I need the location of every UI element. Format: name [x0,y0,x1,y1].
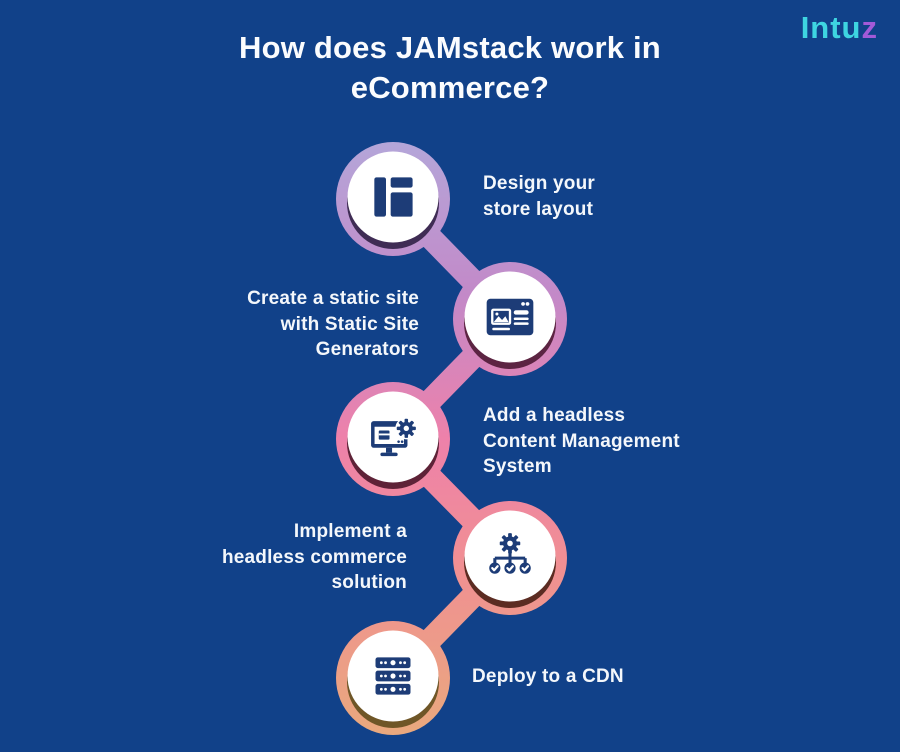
headless-cms-icon [365,409,421,465]
logo-text-accent: z [861,10,878,45]
intuz-logo: Intuz [801,10,878,46]
static-site-generator-icon [482,289,538,345]
headless-commerce-icon [482,528,538,584]
check-node [489,562,501,574]
check-node [504,562,516,574]
step-label-1: Design your store layout [483,173,595,220]
page-title: How does JAMstack work in eCommerce? [239,30,661,106]
step-label-3: Add a headless Content Management System [483,405,680,478]
check-node [519,562,531,574]
cdn-deploy-icon [365,648,421,704]
step-label-5: Deploy to a CDN [472,666,624,687]
logo-text-main: Intu [800,10,862,45]
step-label-2: Create a static site with Static Site Ge… [247,288,419,361]
step-label-4: Implement a headless commerce solution [221,521,407,594]
store-layout-icon [365,169,421,225]
